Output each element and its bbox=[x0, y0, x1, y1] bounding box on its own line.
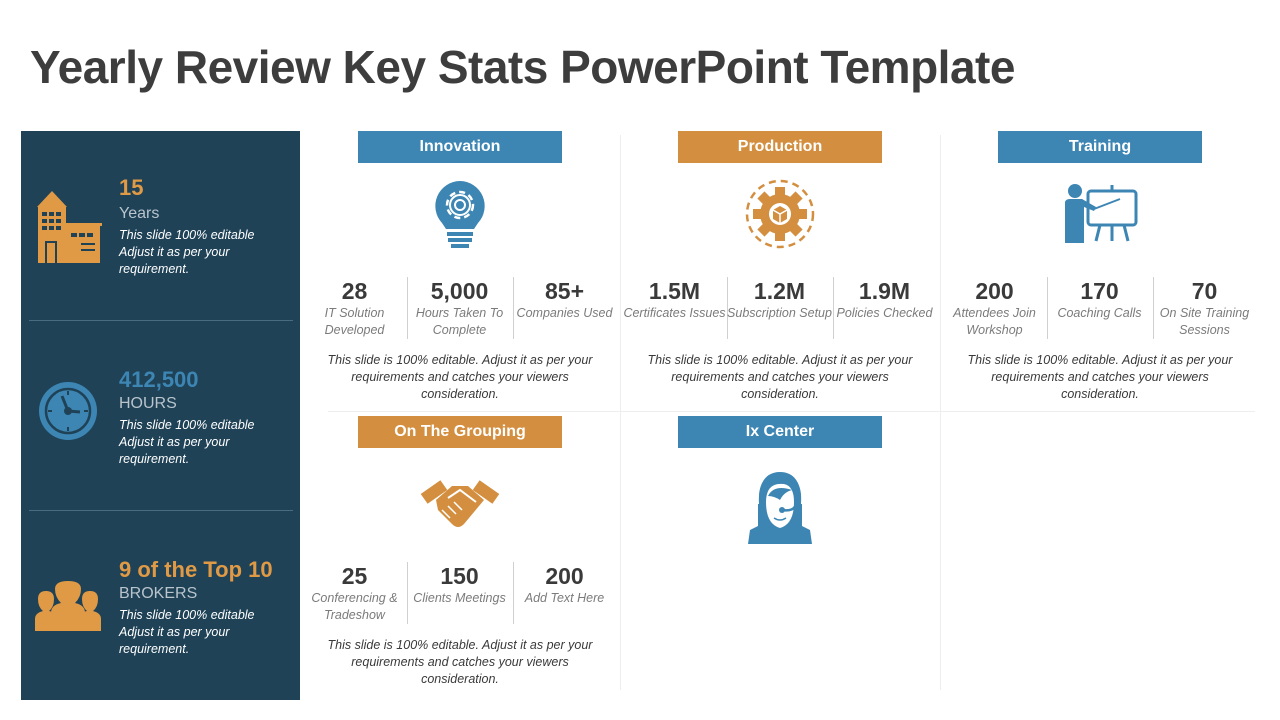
sidebar-item-hours: 412,500 HOURS This slide 100% editable A… bbox=[21, 321, 300, 510]
brokers-desc: This slide 100% editable Adjust it as pe… bbox=[119, 608, 255, 656]
stat-divider bbox=[513, 562, 514, 624]
sidebar-item-years: 15 Years This slide 100% editable Adjust… bbox=[21, 131, 300, 320]
lightbulb-gear-icon bbox=[435, 181, 485, 248]
stat-label: Coaching Calls bbox=[1057, 306, 1142, 320]
stat: 1.9M Policies Checked bbox=[832, 277, 937, 322]
stat: 150 Clients Meetings bbox=[407, 562, 512, 607]
stat-label: Add Text Here bbox=[524, 591, 605, 605]
sidebar-item-brokers: 9 of the Top 10 BROKERS This slide 100% … bbox=[21, 511, 300, 700]
stat: 5,000 Hours Taken To Complete bbox=[407, 277, 512, 339]
years-unit: Years bbox=[119, 205, 160, 222]
stat-label: IT Solution Developed bbox=[324, 306, 385, 337]
stat-label: Companies Used bbox=[516, 306, 613, 320]
hours-desc: This slide 100% editable Adjust it as pe… bbox=[119, 418, 255, 466]
stat: 85+ Companies Used bbox=[512, 277, 617, 322]
stat: 200 Add Text Here bbox=[512, 562, 617, 607]
years-value: 15 bbox=[119, 175, 144, 200]
card-description: This slide is 100% editable. Adjust it a… bbox=[967, 353, 1233, 401]
sidebar-divider bbox=[29, 320, 293, 321]
clock-icon bbox=[39, 382, 97, 440]
stat-divider bbox=[407, 562, 408, 624]
stat-value: 85+ bbox=[544, 278, 584, 304]
card-header: Training bbox=[998, 131, 1202, 163]
stat-label: Policies Checked bbox=[836, 306, 933, 320]
stat: 25 Conferencing & Tradeshow bbox=[302, 562, 407, 624]
card-header: Innovation bbox=[358, 131, 562, 163]
stat-value: 1.9M bbox=[858, 278, 911, 304]
stats-row: 28 IT Solution Developed 5,000 Hours Tak… bbox=[320, 277, 612, 339]
grid-divider bbox=[940, 135, 941, 690]
stat-divider bbox=[727, 277, 728, 339]
stat: 200 Attendees Join Workshop bbox=[942, 277, 1047, 339]
presenter-board-icon bbox=[1065, 184, 1138, 243]
stat-value: 170 bbox=[1080, 278, 1119, 304]
stat-label: Certificates Issues bbox=[623, 306, 726, 320]
headset-agent-icon bbox=[748, 468, 812, 544]
stat-label: On Site Training Sessions bbox=[1159, 306, 1250, 337]
stat-divider bbox=[1153, 277, 1154, 339]
stat-divider bbox=[833, 277, 834, 339]
stat-value: 28 bbox=[341, 278, 368, 304]
stat: 1.5M Certificates Issues bbox=[622, 277, 727, 322]
card-description: This slide is 100% editable. Adjust it a… bbox=[327, 638, 593, 686]
card-header: Production bbox=[678, 131, 882, 163]
stat: 70 On Site Training Sessions bbox=[1152, 277, 1257, 339]
grid-divider bbox=[328, 411, 1255, 412]
card-description: This slide is 100% editable. Adjust it a… bbox=[327, 353, 593, 401]
page-title: Yearly Review Key Stats PowerPoint Templ… bbox=[30, 41, 1015, 93]
grid-divider bbox=[620, 135, 621, 690]
stat-label: Attendees Join Workshop bbox=[953, 306, 1036, 337]
stat-value: 25 bbox=[341, 563, 368, 589]
building-icon bbox=[37, 191, 102, 263]
stat-label: Hours Taken To Complete bbox=[415, 306, 504, 337]
stat-divider bbox=[1047, 277, 1048, 339]
stat-value: 200 bbox=[545, 563, 584, 589]
stat-label: Conferencing & Tradeshow bbox=[311, 591, 398, 622]
hours-unit: HOURS bbox=[119, 395, 177, 412]
stat-label: Subscription Setup bbox=[727, 306, 832, 320]
gear-box-cycle-icon bbox=[745, 179, 815, 249]
card-header: Ix Center bbox=[678, 416, 882, 448]
stat-divider bbox=[407, 277, 408, 339]
stats-row: 25 Conferencing & Tradeshow 150 Clients … bbox=[311, 562, 604, 624]
stat: 1.2M Subscription Setup bbox=[727, 277, 832, 322]
sidebar-panel: 15 Years This slide 100% editable Adjust… bbox=[21, 131, 300, 700]
stats-row: 1.5M Certificates Issues 1.2M Subscripti… bbox=[623, 277, 932, 339]
stat: 28 IT Solution Developed bbox=[302, 277, 407, 339]
stat-value: 200 bbox=[975, 278, 1014, 304]
hours-value: 412,500 bbox=[119, 367, 199, 392]
brokers-unit: BROKERS bbox=[119, 585, 198, 602]
handshake-icon bbox=[420, 480, 500, 527]
years-desc: This slide 100% editable Adjust it as pe… bbox=[119, 228, 255, 276]
group-people-icon bbox=[35, 581, 101, 631]
stat-value: 70 bbox=[1191, 278, 1218, 304]
stat: 170 Coaching Calls bbox=[1047, 277, 1152, 322]
stat-value: 150 bbox=[440, 563, 479, 589]
card-description: This slide is 100% editable. Adjust it a… bbox=[647, 353, 913, 401]
brokers-value: 9 of the Top 10 bbox=[119, 557, 273, 582]
stat-value: 5,000 bbox=[430, 278, 489, 304]
stat-label: Clients Meetings bbox=[413, 591, 506, 605]
stats-row: 200 Attendees Join Workshop 170 Coaching… bbox=[953, 277, 1249, 339]
sidebar-divider bbox=[29, 510, 293, 511]
card-header: On The Grouping bbox=[358, 416, 562, 448]
stat-divider bbox=[513, 277, 514, 339]
stat-value: 1.5M bbox=[648, 278, 701, 304]
stat-value: 1.2M bbox=[753, 278, 806, 304]
